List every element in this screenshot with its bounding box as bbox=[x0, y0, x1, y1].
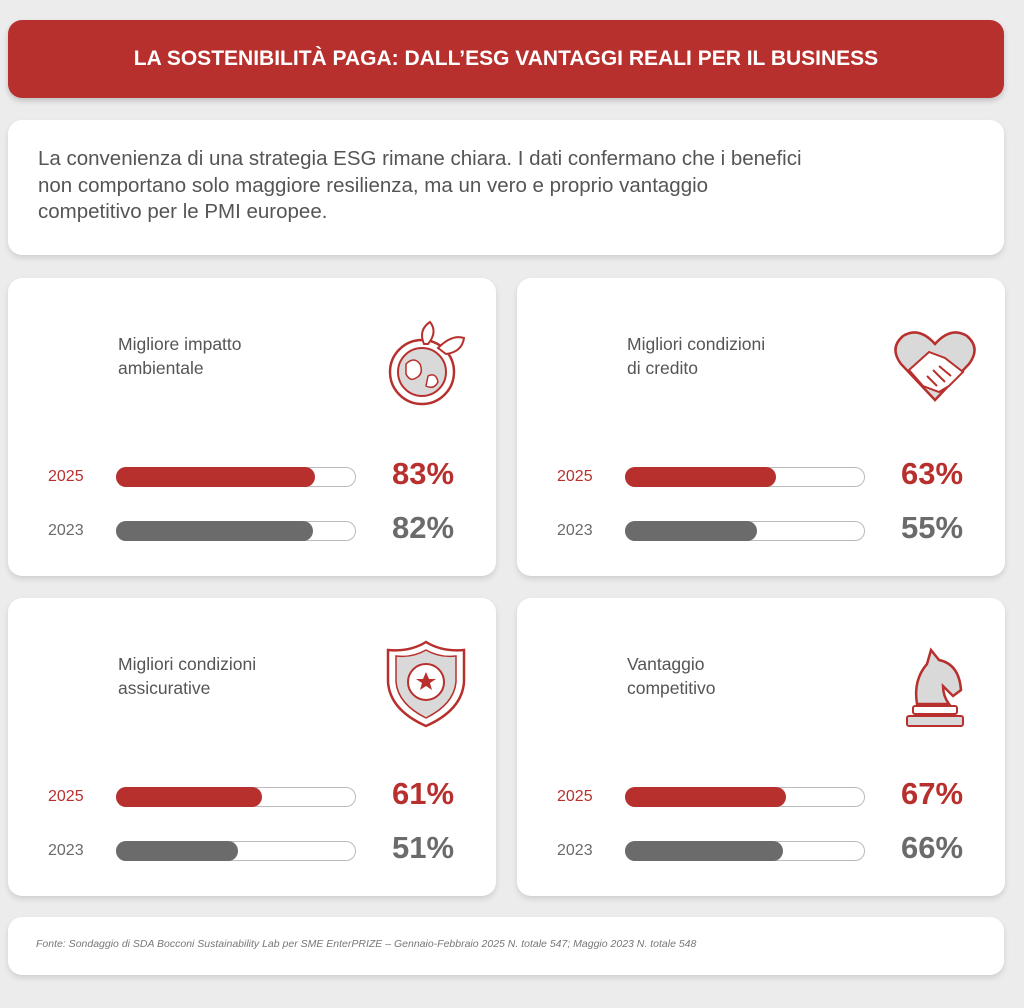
bar-track bbox=[116, 521, 356, 541]
card-title-line: ambientale bbox=[118, 358, 204, 378]
bar-fill bbox=[116, 467, 316, 487]
year-label: 2025 bbox=[557, 468, 593, 485]
value-label: 83% bbox=[391, 456, 455, 491]
bar-fill bbox=[116, 521, 313, 541]
intro-line: La convenienza di una strategia ESG rima… bbox=[38, 147, 802, 170]
card-title-line: competitivo bbox=[627, 678, 716, 698]
bar-fill bbox=[625, 841, 784, 861]
bar-track bbox=[625, 841, 865, 861]
stat-card: Migliore impatto ambientale 2025 83% 2023 82% bbox=[8, 278, 496, 576]
card-title: Migliori condizioni assicurative bbox=[118, 652, 256, 700]
intro-card: La convenienza di una strategia ESG rima… bbox=[8, 120, 1004, 255]
value-label: 51% bbox=[391, 830, 455, 865]
year-label: 2025 bbox=[48, 468, 84, 485]
bar-fill bbox=[625, 787, 786, 807]
bar-track bbox=[625, 787, 865, 807]
stat-card: Migliori condizioni assicurative 2025 61% 20… bbox=[8, 598, 496, 896]
card-title-line: Migliori condizioni bbox=[627, 334, 766, 354]
card-title-line: assicurative bbox=[118, 678, 211, 698]
card-title: Migliore impatto ambientale bbox=[118, 332, 242, 380]
header: LA SOSTENIBILITÀ PAGA: DALL’ESG VANTAGGI… bbox=[8, 20, 1004, 98]
year-label: 2023 bbox=[557, 522, 593, 539]
cards-grid: Migliore impatto ambientale 2025 83% 2023 82%… bbox=[8, 278, 1005, 896]
bar-track bbox=[116, 467, 356, 487]
bar-fill bbox=[625, 521, 757, 541]
card-title: Migliori condizioni di credito bbox=[627, 332, 765, 380]
source-note: Fonte: Sondaggio di SDA Bocconi Sustaina… bbox=[36, 938, 697, 950]
year-label: 2025 bbox=[48, 788, 84, 805]
year-label: 2023 bbox=[557, 842, 593, 859]
stat-card: Vantaggio competitivo 2025 67% 2023 66% bbox=[517, 598, 1005, 896]
footer: Fonte: Sondaggio di SDA Bocconi Sustaina… bbox=[8, 917, 1004, 975]
bar-track bbox=[116, 841, 356, 861]
bar-track bbox=[625, 521, 865, 541]
card-title-line: Migliori condizioni bbox=[118, 654, 257, 674]
card-title: Vantaggio competitivo bbox=[627, 652, 716, 700]
stat-card: Migliori condizioni di credito 2025 63% 2023… bbox=[517, 278, 1005, 576]
bar-fill bbox=[116, 841, 239, 861]
card-icon bbox=[894, 331, 976, 402]
bar-track bbox=[116, 787, 356, 807]
bar-fill bbox=[625, 467, 777, 487]
value-label: 67% bbox=[900, 776, 964, 811]
card-icon bbox=[906, 647, 964, 727]
card-title-line: Migliore impatto bbox=[118, 334, 242, 354]
year-label: 2023 bbox=[48, 522, 84, 539]
intro-line: non comportano solo maggiore resilienza,… bbox=[38, 173, 709, 197]
value-label: 66% bbox=[900, 830, 964, 865]
header-title: LA SOSTENIBILITÀ PAGA: DALL’ESG VANTAGGI… bbox=[133, 47, 879, 70]
card-title-line: Vantaggio bbox=[627, 654, 705, 674]
year-label: 2023 bbox=[48, 842, 84, 859]
value-label: 55% bbox=[900, 510, 964, 545]
card-icon bbox=[388, 320, 466, 406]
card-title-line: di credito bbox=[627, 358, 699, 378]
intro-line: competitivo per le PMI europee. bbox=[38, 200, 328, 223]
bar-fill bbox=[116, 787, 263, 807]
value-label: 82% bbox=[391, 510, 455, 545]
year-label: 2025 bbox=[557, 788, 593, 805]
value-label: 63% bbox=[900, 456, 964, 491]
card-icon bbox=[386, 640, 466, 728]
bar-track bbox=[625, 467, 865, 487]
value-label: 61% bbox=[391, 776, 455, 811]
